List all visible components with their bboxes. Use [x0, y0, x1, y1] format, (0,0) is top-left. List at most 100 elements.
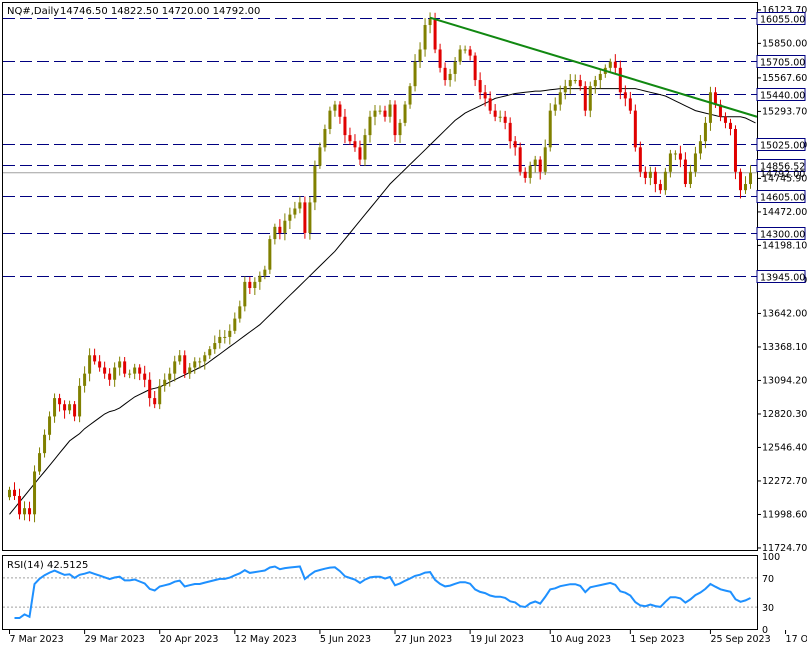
candle — [323, 124, 327, 152]
candle — [343, 108, 347, 144]
candle — [308, 196, 312, 240]
candle — [428, 12, 432, 34]
candle — [258, 271, 262, 290]
candle — [133, 363, 137, 380]
candle — [583, 81, 587, 117]
candle — [528, 161, 532, 184]
candle — [253, 277, 257, 295]
candle — [493, 104, 497, 122]
candle — [193, 357, 197, 374]
level-label: 14605.00 — [760, 193, 805, 204]
candle — [398, 119, 402, 143]
rsi-label: RSI(14) 42.5125 — [7, 560, 88, 571]
level-label: 15025.00 — [760, 141, 805, 152]
level-label: 15705.00 — [760, 58, 805, 69]
candle — [163, 373, 167, 392]
candle — [653, 167, 657, 193]
level-label: 14300.00 — [760, 230, 805, 241]
level-tag — [756, 190, 806, 203]
y-tick-label: 11724.70 — [762, 543, 807, 554]
x-tick-label: 12 May 2023 — [235, 634, 297, 645]
rsi-tick-label: 100 — [762, 552, 780, 563]
trendline-line — [429, 16, 758, 118]
candle — [518, 142, 522, 176]
candle — [368, 110, 372, 143]
level-tag — [756, 12, 806, 25]
level-label: 16055.00 — [760, 15, 805, 26]
candle — [28, 501, 32, 522]
candle — [218, 329, 222, 349]
candle — [348, 127, 352, 145]
candle — [598, 70, 602, 89]
candle — [578, 74, 582, 91]
candle — [563, 79, 567, 100]
candle — [548, 103, 552, 152]
candle — [263, 265, 267, 280]
candle — [328, 106, 332, 135]
candle — [643, 166, 647, 185]
candle — [153, 391, 157, 409]
candle — [533, 155, 537, 173]
candle — [98, 355, 102, 372]
candle — [288, 207, 292, 230]
ma-line — [9, 88, 756, 515]
candle — [123, 356, 127, 378]
candle — [283, 213, 287, 241]
candle — [538, 156, 542, 180]
candle — [733, 125, 737, 180]
x-tick-label: 29 Mar 2023 — [85, 634, 145, 645]
candle — [103, 361, 107, 379]
y-tick-label: 14745.90 — [762, 173, 807, 184]
x-tick-label: 20 Apr 2023 — [160, 634, 219, 645]
candle — [83, 366, 87, 393]
candle — [63, 400, 67, 419]
candle — [273, 223, 277, 245]
candle — [743, 176, 747, 194]
candle — [243, 276, 247, 312]
candle — [593, 75, 597, 94]
candle — [513, 136, 517, 156]
y-tick-label: 16123.70 — [762, 5, 807, 16]
candle — [173, 355, 177, 382]
level-label: 14856.52 — [760, 162, 805, 173]
y-tick-label: 13368.10 — [762, 342, 807, 353]
candles — [8, 12, 752, 523]
y-axis: 16123.7015850.0015567.6015293.7015020.00… — [757, 5, 807, 554]
candle — [338, 101, 342, 124]
candle — [478, 72, 482, 100]
level-tag — [756, 55, 806, 68]
y-tick-label: 13094.20 — [762, 375, 807, 386]
candle — [93, 348, 97, 365]
candle — [673, 150, 677, 161]
candle — [313, 160, 317, 211]
candle — [378, 105, 382, 115]
x-tick-label: 10 Aug 2023 — [550, 634, 611, 645]
rsi-pane-frame — [2, 555, 758, 630]
candle — [728, 118, 732, 136]
candle — [203, 351, 207, 370]
candle — [353, 134, 357, 152]
candle — [458, 45, 462, 65]
candle — [373, 105, 377, 126]
rsi-tick-label: 0 — [762, 625, 768, 636]
candle — [168, 367, 172, 387]
candle — [318, 142, 322, 169]
rsi-pane: 100 70 30 0 — [3, 552, 780, 636]
rsi-tick-label: 70 — [762, 574, 774, 585]
candle — [628, 91, 632, 114]
y-tick-label: 14198.10 — [762, 240, 807, 251]
level-tag — [756, 227, 806, 240]
level-tag — [756, 159, 806, 172]
candle — [358, 140, 362, 166]
candle — [748, 165, 752, 189]
candle — [688, 164, 692, 189]
x-tick-label: 27 Jun 2023 — [395, 634, 452, 645]
candle — [88, 348, 92, 382]
candle — [148, 372, 152, 407]
candle — [648, 166, 652, 186]
candle — [438, 43, 442, 73]
x-tick-label: 25 Sep 2023 — [710, 634, 770, 645]
candle — [588, 81, 592, 118]
candle — [383, 105, 387, 122]
x-tick-label: 1 Sep 2023 — [630, 634, 684, 645]
